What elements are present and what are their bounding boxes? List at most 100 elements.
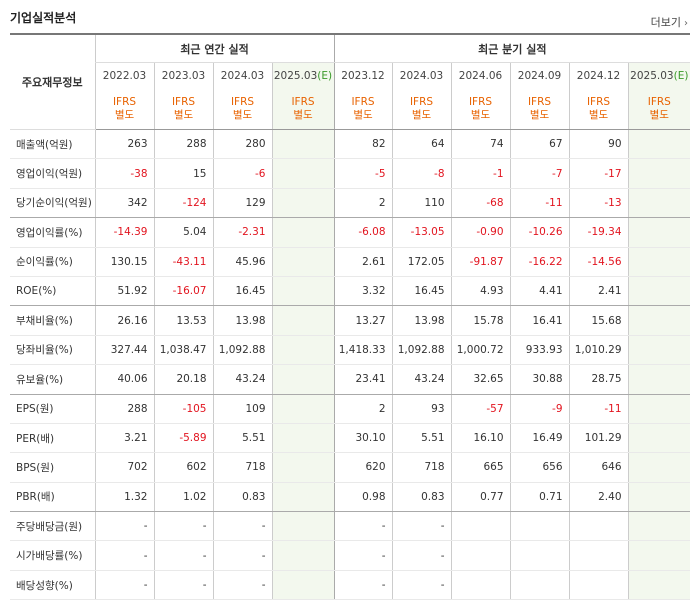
table-cell: 2: [333, 394, 393, 424]
table-cell: 342: [94, 188, 154, 219]
period-header: 2024.03: [212, 62, 272, 89]
table-cell: [271, 394, 335, 424]
table-cell: -8: [391, 158, 452, 189]
table-cell: [509, 570, 570, 601]
table-cell: [450, 511, 511, 542]
table-cell: -16.22: [509, 247, 570, 277]
period-header: 2024.03: [391, 62, 452, 89]
table-cell: -: [212, 511, 272, 542]
table-cell: 718: [212, 452, 272, 483]
accounting-scope: 별도: [588, 109, 609, 121]
table-cell: [450, 570, 511, 601]
table-cell: -6.08: [333, 217, 393, 248]
table-cell: -: [94, 540, 154, 571]
period-label: 2025.03: [630, 70, 674, 82]
table-cell: [627, 482, 691, 513]
period-header: 2022.03: [94, 62, 154, 89]
table-cell: [627, 364, 691, 395]
table-cell: 26.16: [94, 305, 154, 336]
table-cell: [568, 540, 629, 571]
table-cell: 288: [153, 129, 213, 160]
accounting-scope: 별도: [470, 109, 491, 121]
table-row: 매출액(억원) 263 288 280 82 64 74 67 90: [10, 129, 691, 160]
period-label: 2024.03: [399, 70, 444, 82]
table-cell: 32.65: [450, 364, 511, 395]
period-header: 2023.03: [153, 62, 213, 89]
more-link[interactable]: 더보기 ›: [651, 14, 688, 30]
period-label: 2025.03: [273, 70, 318, 82]
table-cell: 130.15: [94, 247, 154, 277]
table-cell: 15.78: [450, 305, 511, 336]
table-cell: -: [333, 540, 393, 571]
table-cell: 110: [391, 188, 452, 219]
table-cell: -: [153, 540, 213, 571]
table-cell: [271, 217, 335, 248]
accounting-row: IFRS 별도 IFRS 별도 IFRS 별도 IFRS 별도 IFRS 별도 IFRS 별도 IFRS…: [10, 89, 691, 130]
table-cell: 5.04: [153, 217, 213, 248]
table-cell: [271, 188, 335, 219]
table-cell: 13.98: [212, 305, 272, 336]
table-row: 배당성향(%) - - - - -: [10, 570, 691, 601]
row-label: 당좌비율(%): [10, 335, 95, 366]
period-label: 2024.12: [576, 70, 621, 82]
table-cell: 702: [94, 452, 154, 483]
table-cell: [627, 570, 691, 601]
table-cell: 933.93: [509, 335, 570, 366]
table-cell: [271, 305, 335, 336]
row-label: EPS(원): [10, 394, 95, 424]
row-label: BPS(원): [10, 452, 95, 483]
table-cell: [509, 511, 570, 542]
table-cell: 16.45: [212, 276, 272, 307]
table-cell: [627, 188, 691, 219]
table-cell: [627, 305, 691, 336]
accounting-standard: IFRS 별도: [153, 89, 213, 130]
group-quarter: 최근 분기 실적: [333, 33, 691, 63]
table-cell: -: [333, 511, 393, 542]
table-cell: 1,092.88: [391, 335, 452, 366]
table-cell: 51.92: [94, 276, 154, 307]
period-label: 2023.12: [341, 70, 385, 82]
table-row: 부채비율(%) 26.16 13.53 13.98 13.27 13.98 15.78 16.…: [10, 305, 691, 336]
table-cell: -13.05: [391, 217, 452, 248]
table-cell: 0.77: [450, 482, 511, 513]
table-cell: 620: [333, 452, 393, 483]
table-cell: [627, 452, 691, 483]
estimate-badge: (E): [317, 70, 333, 82]
financial-table: 주요재무정보 최근 연간 실적 최근 분기 실적 2022.03 2023.03 2…: [10, 33, 691, 601]
table-cell: [568, 511, 629, 542]
table-cell: -0.90: [450, 217, 511, 248]
table-cell: 28.75: [568, 364, 629, 395]
accounting-standard: IFRS 별도: [271, 89, 335, 130]
table-row: PBR(배) 1.32 1.02 0.83 0.98 0.83 0.77 0.71 2.40: [10, 482, 691, 513]
table-row: EPS(원) 288 -105 109 2 93 -57 -9 -11: [10, 394, 691, 424]
accounting-basis: IFRS: [409, 96, 434, 108]
accounting-scope: 별도: [411, 109, 432, 121]
row-label: PER(배): [10, 423, 95, 454]
period-label: 2022.03: [102, 70, 147, 82]
table-cell: 172.05: [391, 247, 452, 277]
table-cell: 16.10: [450, 423, 511, 454]
table-cell: 67: [509, 129, 570, 160]
accounting-basis: IFRS: [230, 96, 255, 108]
more-link-label: 더보기: [650, 16, 681, 29]
table-cell: 4.41: [509, 276, 570, 307]
table-cell: 15.68: [568, 305, 629, 336]
table-cell: -57: [450, 394, 511, 424]
table-row: 영업이익(억원) -38 15 -6 -5 -8 -1 -7 -17: [10, 158, 691, 189]
table-cell: 43.24: [212, 364, 272, 395]
table-cell: -: [153, 570, 213, 601]
period-label: 2024.06: [458, 70, 503, 82]
table-cell: 2.61: [333, 247, 393, 277]
table-cell: [627, 276, 691, 307]
accounting-standard: IFRS 별도: [627, 89, 691, 130]
table-cell: -16.07: [153, 276, 213, 307]
period-label: 2023.03: [161, 70, 206, 82]
table-cell: 16.49: [509, 423, 570, 454]
table-cell: 1,010.29: [568, 335, 629, 366]
table-cell: [271, 570, 335, 601]
table-cell: 15: [153, 158, 213, 189]
section-title: 기업실적분석: [10, 11, 77, 25]
period-label: 2024.03: [220, 70, 265, 82]
table-cell: [271, 247, 335, 277]
